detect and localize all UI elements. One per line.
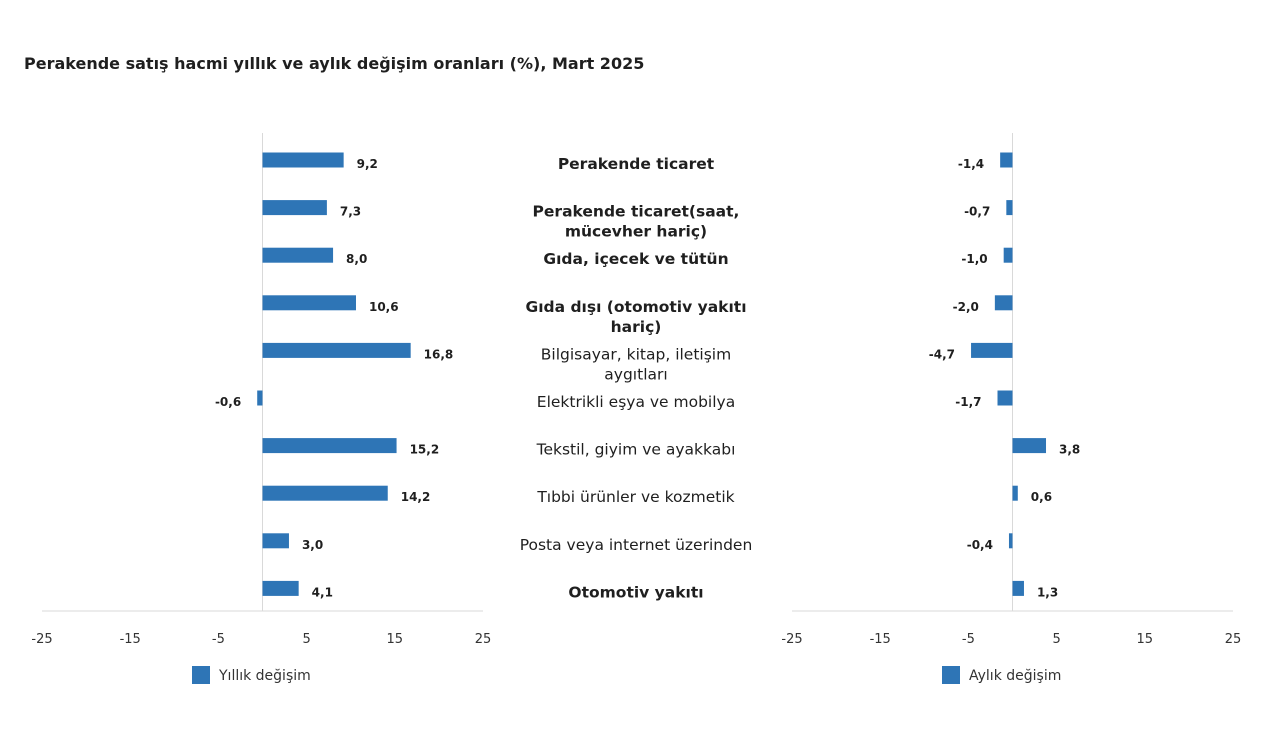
bar-monthly <box>1008 533 1013 549</box>
data-label-monthly: -0,4 <box>967 538 993 552</box>
bar-monthly <box>1000 152 1013 168</box>
x-tick-label-monthly: 15 <box>1137 632 1154 647</box>
data-label-monthly: -1,4 <box>958 157 984 171</box>
x-tick-label-yearly: 15 <box>387 632 404 647</box>
x-tick-label-yearly: 5 <box>302 632 310 647</box>
bar-yearly <box>262 152 344 168</box>
category-label: Gıda, içecek ve tütün <box>543 250 728 268</box>
chart-title: Perakende satış hacmi yıllık ve aylık de… <box>24 54 644 73</box>
category-label: Gıda dışı (otomotiv yakıtı hariç) <box>525 298 746 336</box>
x-tick-label-monthly: 5 <box>1052 632 1060 647</box>
panel-monthly: -25 -15 -5 5 15 25 -1,4 -0,7 -1,0 -2,0 -4,7 -1,7 3,8… <box>781 133 1241 684</box>
data-label-monthly: -4,7 <box>929 347 955 361</box>
x-tick-label-monthly: -15 <box>870 632 891 647</box>
data-label-monthly: 0,6 <box>1031 490 1052 504</box>
bar-yearly <box>262 247 334 263</box>
bar-monthly <box>1006 200 1013 216</box>
bar-monthly <box>997 390 1013 406</box>
x-tick-label-monthly: -5 <box>962 632 975 647</box>
legend-swatch <box>192 666 210 684</box>
bar-monthly <box>1003 247 1013 263</box>
bar-yearly <box>262 438 397 454</box>
data-label-monthly: 3,8 <box>1059 443 1080 457</box>
legend-label: Yıllık değişim <box>218 668 311 684</box>
data-label-yearly: 15,2 <box>410 443 440 457</box>
data-label-yearly: 3,0 <box>302 538 323 552</box>
bar-yearly <box>262 295 356 311</box>
x-tick-label-yearly: 25 <box>475 632 492 647</box>
panel-yearly: -25 -15 -5 5 15 25 9,2 7,3 8,0 10,6 16,8 -0,6 15,2 14… <box>31 133 491 684</box>
bar-monthly <box>971 342 1013 358</box>
x-tick-label-yearly: -15 <box>120 632 141 647</box>
x-tick-label-monthly: 25 <box>1225 632 1242 647</box>
data-label-yearly: 8,0 <box>346 252 367 266</box>
legend-label: Aylık değişim <box>969 668 1061 684</box>
x-tick-label-yearly: -5 <box>212 632 225 647</box>
category-label: Tıbbi ürünler ve kozmetik <box>536 488 734 506</box>
bar-monthly <box>994 295 1013 311</box>
category-label: Perakende ticaret <box>558 155 715 173</box>
data-label-monthly: -1,7 <box>955 395 981 409</box>
data-label-yearly: 4,1 <box>312 585 333 599</box>
category-label: Posta veya internet üzerinden <box>520 536 753 554</box>
data-label-yearly: 14,2 <box>401 490 431 504</box>
data-label-monthly: -1,0 <box>961 252 987 266</box>
bar-yearly <box>257 390 263 406</box>
bar-monthly <box>1012 580 1024 596</box>
data-label-yearly: -0,6 <box>215 395 241 409</box>
legend-swatch <box>942 666 960 684</box>
bar-yearly <box>262 580 299 596</box>
bar-yearly <box>262 533 289 549</box>
data-label-yearly: 7,3 <box>340 205 361 219</box>
category-labels: Perakende ticaret Perakende ticaret(saat,… <box>520 155 753 601</box>
category-label: Elektrikli eşya ve mobilya <box>537 393 735 411</box>
data-label-monthly: -2,0 <box>953 300 979 314</box>
data-label-yearly: 9,2 <box>357 157 378 171</box>
x-tick-label-yearly: -25 <box>31 632 52 647</box>
category-label: Tekstil, giyim ve ayakkabı <box>536 441 736 459</box>
data-label-yearly: 16,8 <box>424 347 454 361</box>
category-label: Bilgisayar, kitap, iletişim aygıtları <box>541 345 731 383</box>
bar-yearly <box>262 342 411 358</box>
data-label-monthly: 1,3 <box>1037 585 1058 599</box>
data-label-monthly: -0,7 <box>964 205 990 219</box>
category-label: Perakende ticaret(saat, mücevher hariç) <box>533 203 740 241</box>
data-label-yearly: 10,6 <box>369 300 399 314</box>
bar-yearly <box>262 200 327 216</box>
legend-yearly: Yıllık değişim <box>192 666 311 684</box>
bar-monthly <box>1012 485 1018 501</box>
x-tick-label-monthly: -25 <box>781 632 802 647</box>
legend-monthly: Aylık değişim <box>942 666 1061 684</box>
bar-yearly <box>262 485 388 501</box>
bar-monthly <box>1012 438 1047 454</box>
category-label: Otomotiv yakıtı <box>568 583 703 601</box>
